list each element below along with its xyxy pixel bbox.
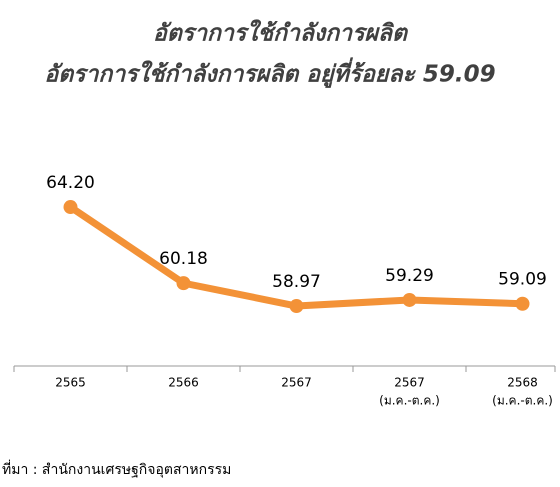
source-note: ที่มา : สำนักงานเศรษฐกิจอุตสาหกรรม bbox=[2, 460, 231, 478]
x-tick-label: 2568 bbox=[507, 376, 538, 390]
data-label: 58.97 bbox=[272, 272, 321, 292]
x-tick-label: (ม.ค.-ต.ค.) bbox=[492, 394, 553, 408]
data-point bbox=[63, 200, 78, 215]
data-label: 59.29 bbox=[385, 266, 434, 286]
x-tick-label: 2567 bbox=[394, 376, 425, 390]
chart-title: อัตราการใช้กำลังการผลิต bbox=[153, 19, 409, 47]
x-tick-label: (ม.ค.-ต.ค.) bbox=[379, 394, 440, 408]
data-point bbox=[176, 276, 191, 291]
x-tick-label: 2566 bbox=[168, 376, 199, 390]
data-label: 60.18 bbox=[159, 249, 208, 269]
data-point bbox=[515, 296, 530, 311]
data-label: 59.09 bbox=[498, 270, 547, 290]
x-tick-label: 2567 bbox=[281, 376, 312, 390]
x-tick-label: 2565 bbox=[55, 376, 86, 390]
data-point bbox=[402, 292, 417, 307]
chart-subtitle: อัตราการใช้กำลังการผลิต อยู่ที่ร้อยละ 59… bbox=[44, 57, 495, 89]
data-point bbox=[289, 299, 304, 314]
data-label: 64.20 bbox=[46, 173, 95, 193]
